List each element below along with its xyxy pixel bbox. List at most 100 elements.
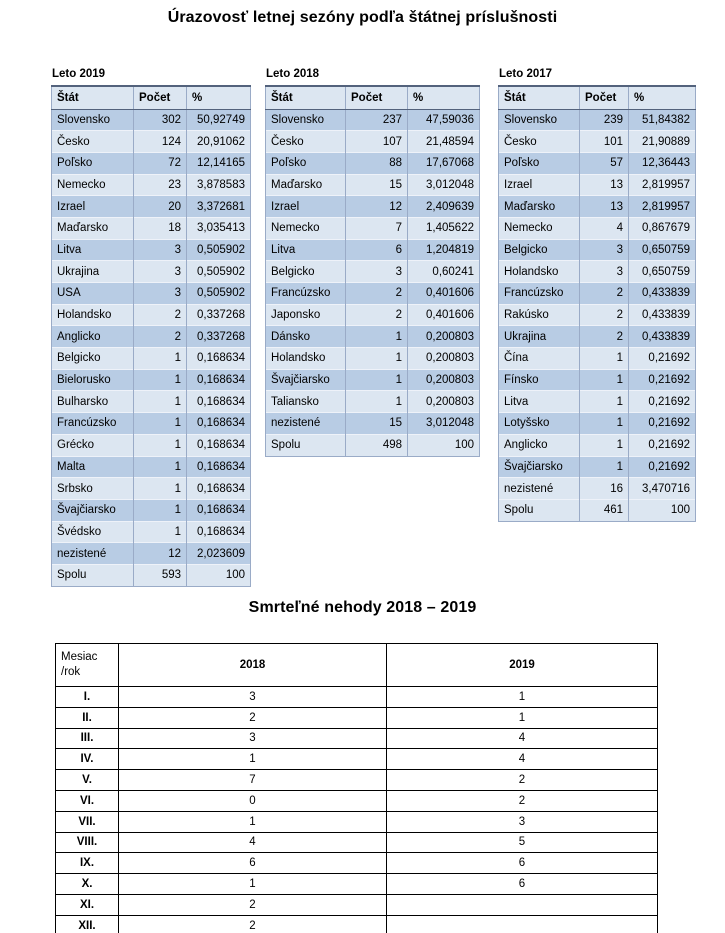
table-row: Švajčiarsko 1 0,21692 bbox=[498, 455, 696, 478]
percent-cell: 0,21692 bbox=[628, 390, 696, 413]
country-cell: Grécko bbox=[51, 433, 134, 456]
country-cell: Malta bbox=[51, 455, 134, 478]
table-row: Holandsko 3 0,650759 bbox=[498, 260, 696, 283]
country-cell: Slovensko bbox=[498, 109, 580, 131]
percent-cell: 47,59036 bbox=[407, 109, 480, 131]
percent-cell: 0,505902 bbox=[186, 238, 251, 261]
country-cell: Izrael bbox=[265, 195, 346, 218]
percent-cell: 0,401606 bbox=[407, 303, 480, 326]
month-cell: X. bbox=[55, 873, 119, 895]
fatality-count-cell: 4 bbox=[118, 831, 387, 854]
country-cell: Litva bbox=[51, 238, 134, 261]
fatality-count-cell: 6 bbox=[118, 852, 387, 875]
country-cell: Švédsko bbox=[51, 520, 134, 543]
fatality-count-cell: 1 bbox=[118, 748, 387, 771]
country-cell: Belgicko bbox=[265, 260, 346, 283]
table-row: Bielorusko 1 0,168634 bbox=[51, 368, 251, 391]
table-row: Nemecko 4 0,867679 bbox=[498, 216, 696, 240]
summer-table-block-leto-2019: Leto 2019 Štát Počet% Slovensko 302 50,92749 Č… bbox=[51, 68, 251, 587]
fatal-table-row: IV. 1 4 bbox=[55, 748, 658, 771]
country-cell: Lotyšsko bbox=[498, 412, 580, 435]
count-cell: 461 bbox=[579, 498, 629, 522]
percent-cell: 2,819957 bbox=[628, 173, 696, 196]
table-row: Fínsko 1 0,21692 bbox=[498, 368, 696, 391]
fatality-count-cell: 2 bbox=[118, 706, 387, 729]
fatality-count-cell: 3 bbox=[118, 686, 387, 708]
table-row: Japonsko 2 0,401606 bbox=[265, 303, 480, 326]
percent-cell: 0,168634 bbox=[186, 433, 251, 456]
count-cell: 101 bbox=[579, 130, 629, 153]
fatality-count-cell: 1 bbox=[118, 873, 387, 895]
percent-cell: 0,401606 bbox=[407, 282, 480, 305]
count-cell: 593 bbox=[133, 563, 187, 587]
country-cell: Česko bbox=[265, 130, 346, 153]
percent-cell: 0,168634 bbox=[186, 477, 251, 500]
table-row: Švajčiarsko 1 0,200803 bbox=[265, 368, 480, 391]
season-label-leto-2018: Leto 2018 bbox=[266, 68, 320, 80]
count-cell: 1 bbox=[133, 520, 187, 543]
percent-cell: 1,405622 bbox=[407, 216, 480, 240]
percent-cell: 0,650759 bbox=[628, 260, 696, 283]
country-cell: Taliansko bbox=[265, 390, 346, 413]
percent-cell: 12,14165 bbox=[186, 151, 251, 175]
fatality-count-cell: 2 bbox=[386, 789, 658, 812]
percent-cell: 100 bbox=[186, 563, 251, 587]
fatality-count-cell: 3 bbox=[386, 810, 658, 833]
country-cell: Rakúsko bbox=[498, 303, 580, 326]
table-row: Belgicko 1 0,168634 bbox=[51, 347, 251, 370]
percent-cell: 0,433839 bbox=[628, 325, 696, 348]
count-cell: 2 bbox=[345, 303, 408, 326]
count-cell: 1 bbox=[579, 368, 629, 391]
fatality-count-cell bbox=[386, 914, 658, 933]
country-cell: Belgicko bbox=[498, 238, 580, 261]
count-cell: 4 bbox=[579, 216, 629, 240]
country-cell: Francúzsko bbox=[51, 412, 134, 435]
fatal-table-row: XII. 2 bbox=[55, 914, 658, 933]
country-cell: Poľsko bbox=[498, 151, 580, 175]
count-cell: 3 bbox=[579, 238, 629, 261]
country-cell: Belgicko bbox=[51, 347, 134, 370]
fatal-accidents-title: Smrteľné nehody 2018 – 2019 bbox=[248, 599, 477, 616]
table-row: nezistené 12 2,023609 bbox=[51, 542, 251, 565]
fatal-table-container: Mesiac/rok 2018 2019 I. 3 1 II. 2 1 III. 3 4 IV. 1 4 V.… bbox=[55, 643, 658, 933]
fatality-count-cell: 7 bbox=[118, 769, 387, 791]
fatality-count-cell: 2 bbox=[386, 769, 658, 791]
percent-cell: 3,012048 bbox=[407, 412, 480, 435]
count-cell: 18 bbox=[133, 216, 187, 240]
country-cell: Japonsko bbox=[265, 303, 346, 326]
table-row: Poľsko 88 17,67068 bbox=[265, 151, 480, 175]
percent-cell: 0,168634 bbox=[186, 455, 251, 478]
percent-cell: 21,90889 bbox=[628, 130, 696, 153]
country-cell: Holandsko bbox=[498, 260, 580, 283]
table-row: Litva 6 1,204819 bbox=[265, 238, 480, 261]
table-row: Maďarsko 18 3,035413 bbox=[51, 216, 251, 240]
table-row: Ukrajina 3 0,505902 bbox=[51, 260, 251, 283]
percent-cell: 100 bbox=[407, 433, 480, 456]
country-cell: Česko bbox=[51, 130, 134, 153]
count-cell: 1 bbox=[133, 347, 187, 370]
count-cell: 2 bbox=[579, 325, 629, 348]
column-header: % bbox=[407, 85, 480, 110]
country-cell: Spolu bbox=[51, 563, 134, 587]
country-cell: nezistené bbox=[265, 412, 346, 435]
table-row: Čína 1 0,21692 bbox=[498, 347, 696, 370]
count-cell: 3 bbox=[133, 282, 187, 305]
column-header: Štát bbox=[498, 85, 580, 110]
count-cell: 1 bbox=[579, 412, 629, 435]
country-cell: Česko bbox=[498, 130, 580, 153]
percent-cell: 3,470716 bbox=[628, 477, 696, 500]
table-row: Dánsko 1 0,200803 bbox=[265, 325, 480, 348]
percent-cell: 3,012048 bbox=[407, 173, 480, 196]
count-cell: 124 bbox=[133, 130, 187, 153]
count-cell: 6 bbox=[345, 238, 408, 261]
month-cell: I. bbox=[55, 686, 119, 708]
country-cell: Bielorusko bbox=[51, 368, 134, 391]
country-cell: Fínsko bbox=[498, 368, 580, 391]
table-leto-2019: Štát Počet% Slovensko 302 50,92749 Česko 124 20… bbox=[51, 85, 251, 587]
month-cell: V. bbox=[55, 769, 119, 791]
count-cell: 1 bbox=[579, 347, 629, 370]
country-cell: Poľsko bbox=[51, 151, 134, 175]
table-row: Slovensko 237 47,59036 bbox=[265, 109, 480, 131]
total-row: Spolu 593 100 bbox=[51, 563, 251, 587]
